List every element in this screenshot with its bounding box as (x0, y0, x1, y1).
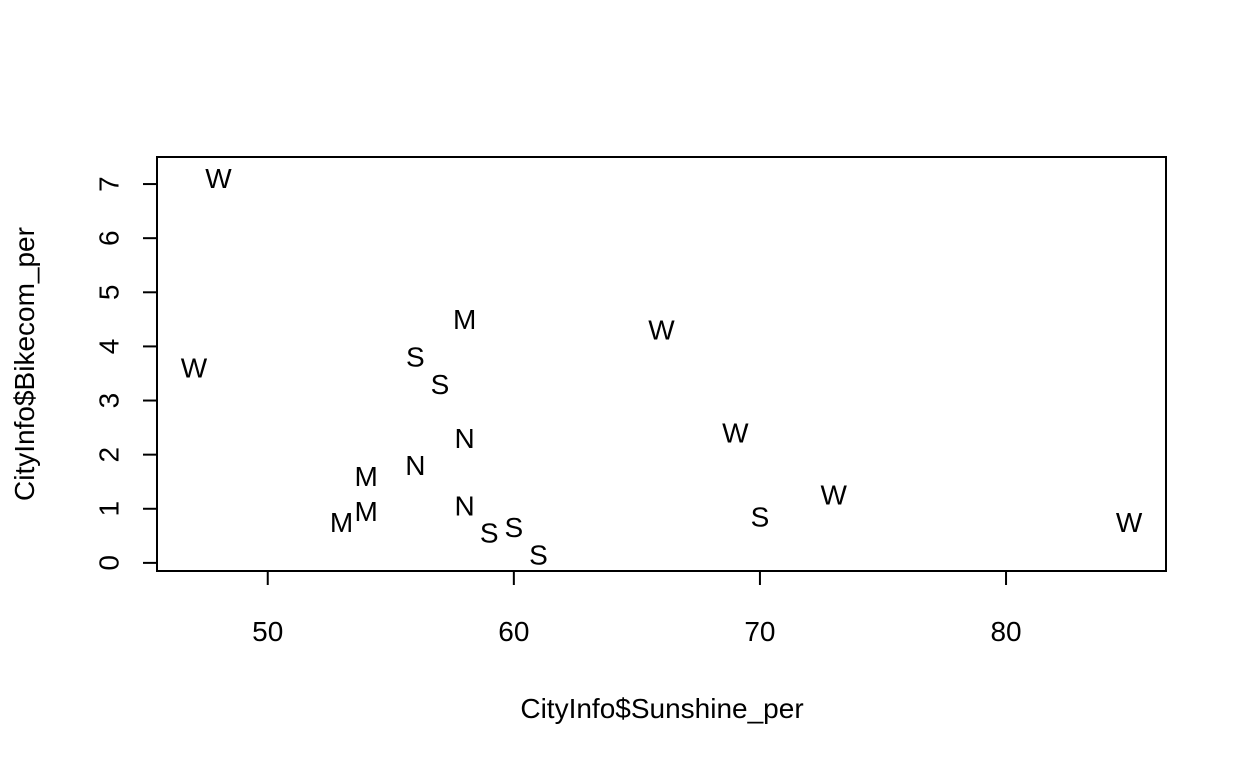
data-point: N (405, 450, 425, 481)
y-tick-label: 0 (94, 555, 125, 571)
x-tick-label: 60 (498, 616, 529, 647)
y-tick-label: 4 (94, 339, 125, 355)
data-point: S (529, 539, 548, 570)
data-point: S (406, 342, 425, 373)
y-tick-label: 2 (94, 447, 125, 463)
data-point: W (648, 315, 675, 346)
y-axis: 0 1 2 3 4 5 6 7 (94, 176, 158, 571)
data-point: S (751, 501, 770, 532)
x-axis: 50 60 70 80 (252, 570, 1022, 647)
y-axis-label: CityInfo$Bikecom_per (9, 227, 40, 501)
data-point: W (821, 480, 848, 511)
x-tick-label: 50 (252, 616, 283, 647)
data-point: W (181, 353, 208, 384)
y-tick-label: 5 (94, 285, 125, 301)
data-point: M (355, 496, 378, 527)
plot-frame (156, 156, 1167, 572)
data-point: N (455, 423, 475, 454)
y-tick-label: 1 (94, 501, 125, 517)
data-point: M (453, 304, 476, 335)
data-point: W (205, 163, 232, 194)
x-tick-label: 70 (744, 616, 775, 647)
y-tick-label: 3 (94, 393, 125, 409)
data-point: M (330, 507, 353, 538)
data-point: W (722, 418, 749, 449)
y-tick-label: 7 (94, 176, 125, 192)
x-axis-label: CityInfo$Sunshine_per (520, 693, 803, 724)
data-point: S (504, 512, 523, 543)
data-point: M (355, 461, 378, 492)
data-point: N (455, 491, 475, 522)
data-point: S (431, 369, 450, 400)
x-tick-label: 80 (990, 616, 1021, 647)
data-point: S (480, 518, 499, 549)
data-point: W (1116, 507, 1143, 538)
y-tick-label: 6 (94, 230, 125, 246)
